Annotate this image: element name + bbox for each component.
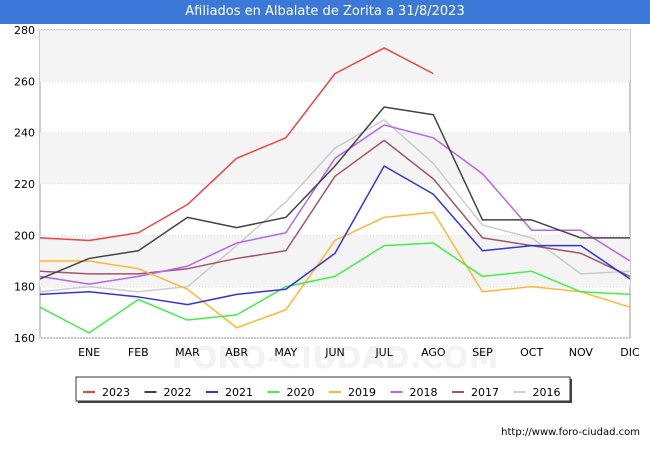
x-tick-label: OCT	[520, 346, 543, 359]
series-line-2018	[39, 124, 631, 285]
legend-box	[75, 376, 571, 402]
x-tick-label: AGO	[421, 346, 446, 359]
y-tick-label: 220	[14, 178, 35, 191]
x-tick-label: MAR	[175, 346, 200, 359]
x-tick-label: JUL	[374, 346, 393, 359]
x-tick-label: NOV	[569, 346, 594, 359]
legend-label-2019: 2019	[348, 386, 376, 399]
x-tick-label: FEB	[128, 346, 149, 359]
x-tick-label: ENE	[78, 346, 100, 359]
y-tick-label: 180	[14, 281, 35, 294]
y-tick-label: 160	[14, 332, 35, 345]
series-line-2016	[39, 119, 631, 293]
source-url[interactable]: http://www.foro-ciudad.com	[501, 427, 640, 438]
x-tick-label: SEP	[472, 346, 493, 359]
legend-label-2018: 2018	[410, 386, 438, 399]
grid-lines	[40, 29, 630, 339]
y-tick-label: 200	[14, 229, 35, 242]
grid-band	[40, 30, 630, 82]
legend-label-2022: 2022	[164, 386, 192, 399]
title-bar	[0, 0, 650, 24]
series-line-2021	[39, 165, 631, 306]
series-line-2020	[39, 242, 631, 334]
legend-label-2017: 2017	[471, 386, 499, 399]
x-tick-label: MAY	[274, 346, 297, 359]
chart-title: Afiliados en Albalate de Zorita a 31/8/2…	[185, 4, 465, 19]
legend-label-2020: 2020	[287, 386, 315, 399]
legend-label-2023: 2023	[102, 386, 130, 399]
x-tick-label: DIC	[620, 346, 640, 359]
legend-label-2016: 2016	[533, 386, 561, 399]
x-axis-ticks: ENE FEB MAR ABR MAY JUN JUL AGO SEP OCT NOV DIC	[78, 346, 640, 359]
y-tick-label: 260	[14, 75, 35, 88]
series-lines	[39, 47, 631, 334]
grid-band	[40, 235, 630, 287]
y-axis-ticks: 160 180 200 220 240 260 280	[14, 24, 35, 345]
legend: 2023 2022 2021 2020 2019 2018 2017 2016	[75, 376, 572, 403]
series-line-2023	[39, 47, 434, 242]
x-tick-label: JUN	[324, 346, 345, 359]
y-tick-label: 280	[14, 24, 35, 37]
series-line-2022	[39, 106, 630, 280]
legend-label-2021: 2021	[225, 386, 253, 399]
x-tick-label: ABR	[225, 346, 248, 359]
y-tick-label: 240	[14, 127, 35, 140]
series-line-2019	[40, 211, 631, 329]
watermark: FORO-CIUDAD.COM	[172, 341, 499, 376]
